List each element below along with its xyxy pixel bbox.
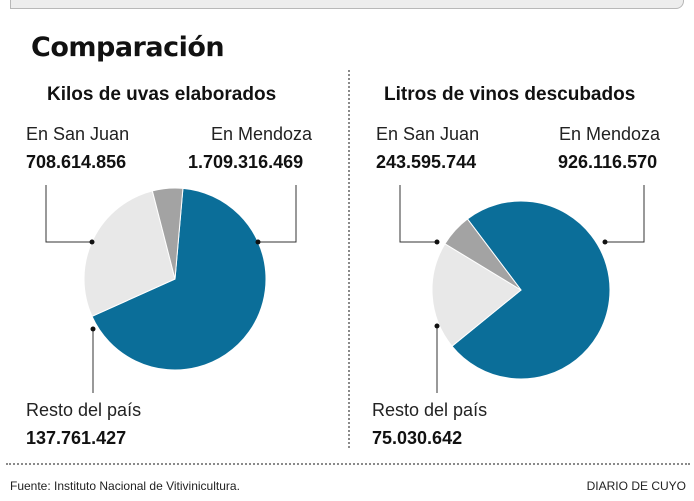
mendoza-label: En Mendoza bbox=[559, 124, 661, 144]
slice-mendoza bbox=[91, 187, 267, 371]
mendoza-value: 926.116.570 bbox=[558, 152, 658, 172]
slice-resto bbox=[151, 187, 184, 280]
slice-san-juan bbox=[431, 243, 522, 347]
leader-line-mendoza bbox=[605, 185, 645, 243]
panel-title: Litros de vinos descubados bbox=[384, 84, 636, 105]
san-juan-value: 708.614.856 bbox=[26, 152, 127, 172]
san-juan-label: En San Juan bbox=[26, 124, 130, 144]
leader-dot-mendoza bbox=[602, 239, 608, 245]
brand-credit: DIARIO DE CUYO bbox=[586, 479, 686, 493]
panel-title: Kilos de uvas elaborados bbox=[47, 84, 277, 105]
resto-label: Resto del país bbox=[372, 400, 488, 420]
leader-line-sanjuan bbox=[399, 185, 437, 243]
source-note: Fuente: Instituto Nacional de Vitivinicu… bbox=[10, 479, 240, 493]
panel-litros-vinos: Litros de vinos descubados En San Juan 2… bbox=[348, 0, 688, 460]
leader-dot-mendoza bbox=[255, 239, 261, 245]
leader-dot-resto bbox=[434, 323, 440, 329]
leader-dot-sanjuan bbox=[89, 239, 95, 245]
leader-dot-sanjuan bbox=[434, 239, 440, 245]
san-juan-label: En San Juan bbox=[376, 124, 480, 144]
resto-value: 75.030.642 bbox=[372, 428, 463, 448]
leader-line-sanjuan bbox=[45, 185, 92, 243]
mendoza-label: En Mendoza bbox=[211, 124, 313, 144]
slice-san-juan bbox=[83, 190, 176, 317]
resto-value: 137.761.427 bbox=[26, 428, 127, 448]
page-title: Comparación bbox=[31, 32, 225, 63]
resto-label: Resto del país bbox=[26, 400, 142, 420]
vertical-divider bbox=[348, 70, 350, 448]
panel-kilos-uvas: Kilos de uvas elaborados En San Juan 708… bbox=[0, 0, 340, 460]
leader-dot-resto bbox=[90, 326, 96, 332]
pie-chart-kilos bbox=[45, 185, 297, 393]
leader-line-mendoza bbox=[258, 185, 297, 243]
footer-divider bbox=[6, 463, 690, 465]
slice-mendoza bbox=[451, 200, 611, 380]
pie-chart-litros bbox=[399, 185, 645, 393]
san-juan-value: 243.595.744 bbox=[376, 152, 477, 172]
slice-resto bbox=[444, 218, 522, 291]
mendoza-value: 1.709.316.469 bbox=[188, 152, 304, 172]
